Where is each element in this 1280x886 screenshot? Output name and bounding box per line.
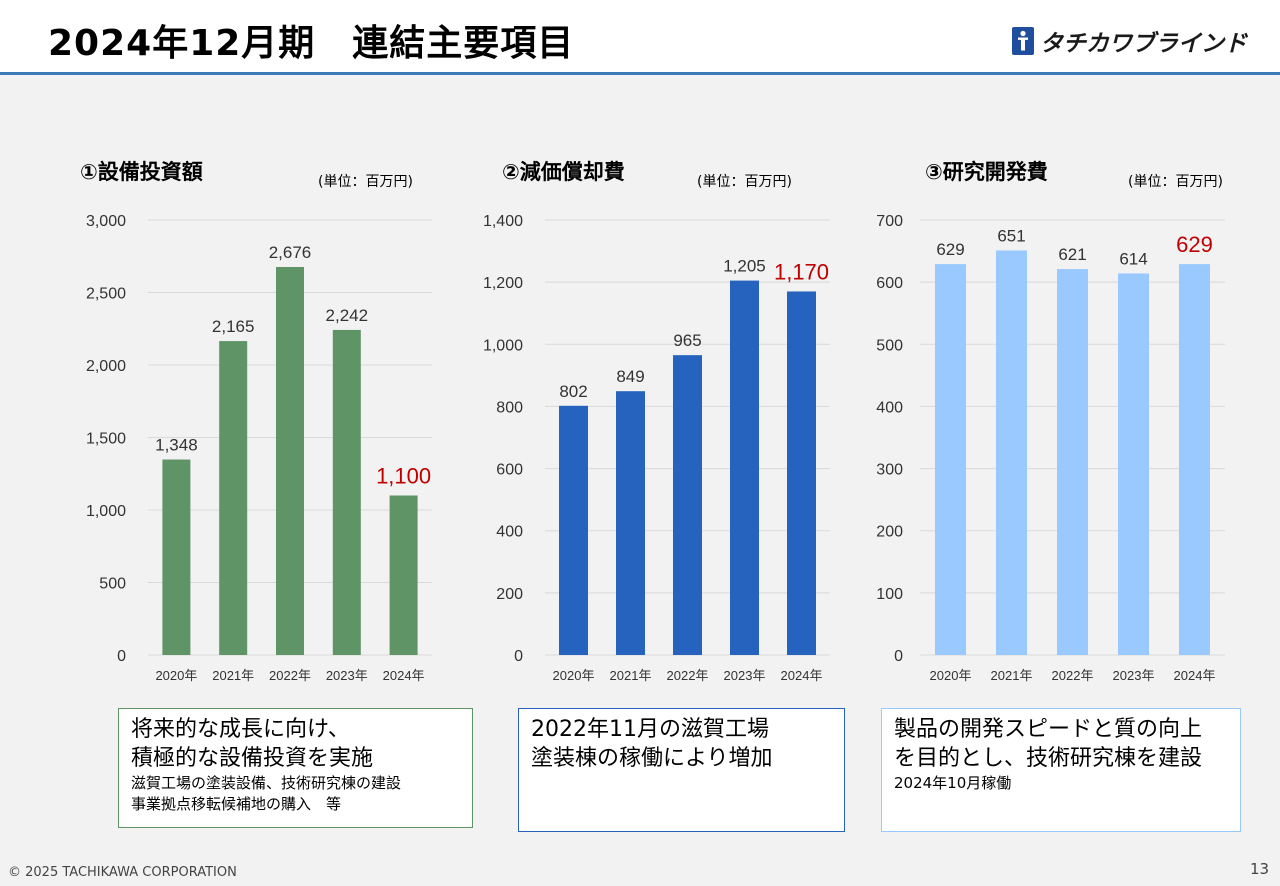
note-capex-sub1: 滋賀工場の塗装設備、技術研究棟の建設 [131, 774, 402, 792]
x-tick-label: 2024年 [781, 668, 823, 683]
x-tick-label: 2024年 [1174, 668, 1216, 683]
note-capex: 将来的な成長に向け、 積極的な設備投資を実施 滋賀工場の塗装設備、技術研究棟の建… [118, 708, 473, 828]
page-header: 2024年12月期 連結主要項目 タチカワブラインド [0, 0, 1280, 75]
x-tick-label: 2023年 [724, 668, 766, 683]
y-tick-label: 500 [99, 576, 126, 593]
bar [616, 391, 645, 655]
y-tick-label: 0 [117, 648, 126, 665]
y-tick-label: 600 [496, 462, 523, 479]
bar [559, 405, 588, 655]
logo-text: タチカワブラインド [1040, 31, 1247, 57]
x-tick-label: 2021年 [212, 668, 254, 683]
y-tick-label: 400 [496, 524, 523, 541]
bar [389, 495, 418, 655]
chart-title-depreciation: ②減価償却費 [502, 160, 625, 184]
bar [935, 264, 966, 655]
data-label: 651 [997, 226, 1025, 245]
chart-unit-rnd: (単位：百万円) [1128, 174, 1223, 190]
y-tick-label: 800 [496, 399, 523, 416]
bar [219, 341, 248, 655]
y-tick-label: 2,500 [86, 286, 126, 303]
y-tick-label: 1,500 [86, 431, 126, 448]
y-tick-label: 1,000 [86, 503, 126, 520]
data-label: 2,676 [269, 243, 312, 262]
data-label: 965 [673, 331, 701, 350]
y-tick-label: 100 [876, 586, 903, 603]
data-label: 1,205 [723, 257, 766, 276]
data-label: 614 [1119, 249, 1147, 268]
data-label: 802 [559, 382, 587, 401]
bar [276, 266, 304, 655]
note-rnd-line1: 製品の開発スピードと質の向上 [894, 717, 1203, 742]
data-label: 621 [1058, 245, 1086, 264]
chart-title-capex: ①設備投資額 [80, 160, 203, 184]
note-depreciation-line1: 2022年11月の滋賀工場 [531, 717, 769, 742]
y-tick-label: 3,000 [86, 213, 126, 230]
note-rnd: 製品の開発スピードと質の向上 を目的とし、技術研究棟を建設 2024年10月稼働 [881, 708, 1241, 832]
bar [332, 329, 361, 655]
bar [1057, 269, 1088, 655]
company-logo: タチカワブラインド [1012, 24, 1247, 58]
data-label: 629 [1176, 232, 1213, 257]
y-tick-label: 200 [876, 524, 903, 541]
y-tick-label: 0 [894, 648, 903, 665]
x-tick-label: 2020年 [553, 668, 595, 683]
y-tick-label: 0 [514, 648, 523, 665]
note-rnd-sub1: 2024年10月稼働 [894, 774, 1012, 792]
x-tick-label: 2020年 [930, 668, 972, 683]
chart-unit-capex: (単位：百万円) [318, 174, 413, 190]
bar [1179, 264, 1210, 655]
y-tick-label: 700 [876, 213, 903, 230]
bar [162, 459, 191, 655]
data-label: 1,170 [774, 259, 829, 284]
data-label: 2,242 [326, 306, 369, 325]
bar [730, 280, 759, 655]
data-label: 2,165 [212, 317, 255, 336]
bar [996, 250, 1027, 655]
note-depreciation-line2: 塗装棟の稼働により増加 [531, 746, 773, 771]
y-tick-label: 200 [496, 586, 523, 603]
y-tick-label: 2,000 [86, 358, 126, 375]
note-depreciation: 2022年11月の滋賀工場 塗装棟の稼働により増加 [518, 708, 845, 832]
y-tick-label: 1,400 [483, 213, 523, 230]
bar [787, 291, 816, 655]
data-label: 1,348 [155, 436, 198, 455]
y-tick-label: 600 [876, 275, 903, 292]
y-tick-label: 1,000 [483, 337, 523, 354]
note-capex-line1: 将来的な成長に向け、 [131, 717, 350, 742]
y-tick-label: 500 [876, 337, 903, 354]
y-tick-label: 1,200 [483, 275, 523, 292]
x-tick-label: 2023年 [1113, 668, 1155, 683]
note-capex-sub2: 事業拠点移転候補地の購入 等 [131, 795, 342, 813]
chart-title-rnd: ③研究開発費 [925, 160, 1048, 184]
data-label: 1,100 [376, 464, 431, 489]
x-tick-label: 2022年 [269, 668, 311, 683]
x-tick-label: 2022年 [667, 668, 709, 683]
chart-unit-depreciation: (単位：百万円) [697, 174, 792, 190]
x-tick-label: 2021年 [610, 668, 652, 683]
blind-logo-icon [1012, 27, 1034, 55]
x-tick-label: 2023年 [326, 668, 368, 683]
y-tick-label: 400 [876, 399, 903, 416]
y-tick-label: 300 [876, 462, 903, 479]
copyright: © 2025 TACHIKAWA CORPORATION [8, 865, 237, 880]
bar [1118, 273, 1149, 655]
x-tick-label: 2022年 [1052, 668, 1094, 683]
bar [673, 355, 702, 655]
x-tick-label: 2024年 [383, 668, 425, 683]
page-number: 13 [1250, 860, 1270, 878]
x-tick-label: 2020年 [155, 668, 197, 683]
data-label: 849 [616, 367, 644, 386]
note-rnd-line2: を目的とし、技術研究棟を建設 [894, 746, 1203, 771]
page-title: 2024年12月期 連結主要項目 [48, 23, 575, 64]
note-capex-line2: 積極的な設備投資を実施 [131, 746, 374, 771]
x-tick-label: 2021年 [991, 668, 1033, 683]
data-label: 629 [936, 240, 964, 259]
